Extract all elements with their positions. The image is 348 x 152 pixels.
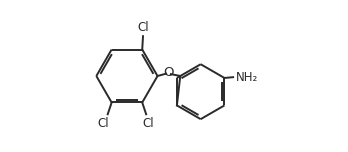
Text: O: O (163, 66, 174, 79)
Text: Cl: Cl (97, 117, 109, 130)
Text: Cl: Cl (142, 117, 154, 130)
Text: Cl: Cl (138, 21, 149, 34)
Text: NH₂: NH₂ (236, 71, 258, 84)
